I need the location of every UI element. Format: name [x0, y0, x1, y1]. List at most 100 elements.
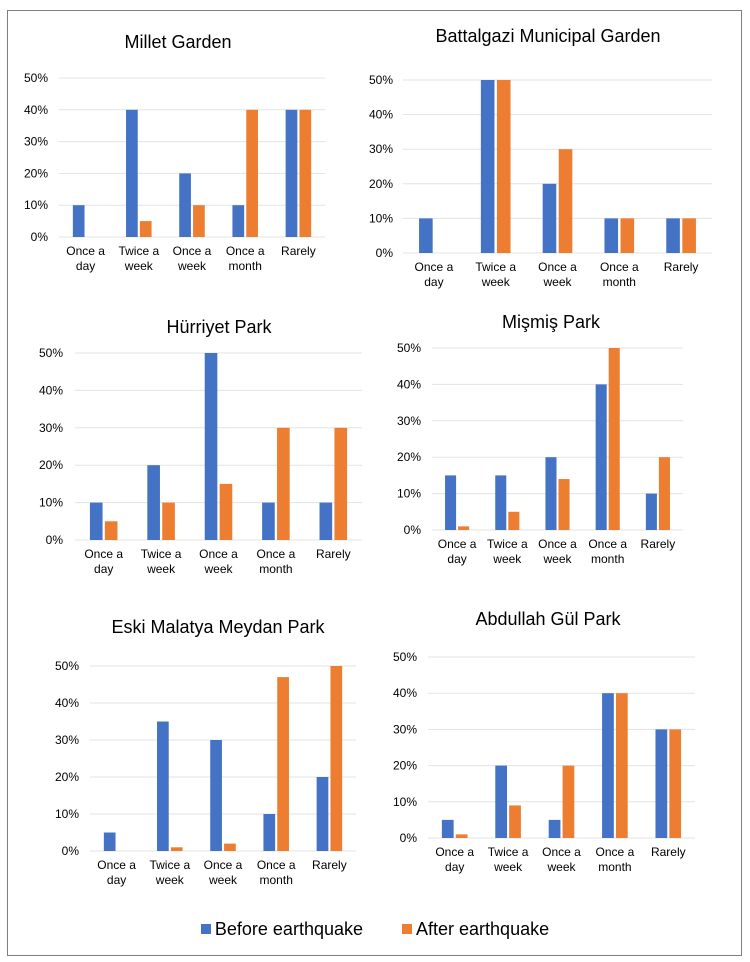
bar-after	[682, 218, 696, 253]
bar-after	[277, 427, 290, 540]
bar-before	[542, 183, 557, 253]
y-tick-label: 40%	[393, 686, 417, 700]
y-tick-label: 40%	[24, 103, 48, 117]
bar-before	[72, 205, 85, 237]
bar-after	[104, 521, 118, 540]
x-tick-label: Twice a week	[149, 858, 190, 887]
bar-after	[620, 218, 635, 253]
bar-after	[330, 666, 343, 851]
x-tick-label: Once a month	[226, 244, 265, 273]
y-tick-label: 40%	[55, 696, 79, 710]
x-tick-label: Twice a week	[141, 547, 182, 576]
x-tick-label: Once a week	[204, 858, 243, 887]
y-tick-label: 40%	[369, 108, 393, 122]
chart-title: Abdullah Gül Park	[475, 609, 621, 629]
y-tick-label: 20%	[24, 166, 48, 180]
bar-after	[558, 149, 573, 253]
bar-before	[545, 457, 557, 530]
x-tick-label: Once a day	[415, 260, 454, 289]
y-tick-label: 0%	[404, 523, 422, 537]
chart-2: Hürriyet Park 0% 10% 20% 30% 40% 50% Once a day T…	[39, 317, 362, 576]
bar-after	[562, 765, 575, 838]
x-tick-label: Once a week	[538, 260, 577, 289]
x-tick-label: Rarely	[316, 547, 351, 561]
chart-1: Battalgazi Municipal Garden 0% 10% 20% 30% 40…	[369, 26, 712, 289]
bar-before	[548, 819, 561, 838]
bar-after	[658, 457, 670, 530]
y-tick-label: 30%	[24, 135, 48, 149]
y-tick-label: 10%	[397, 487, 421, 501]
x-tick-label: Rarely	[281, 244, 316, 258]
bar-after	[162, 502, 175, 540]
bar-before	[319, 502, 333, 540]
y-tick-label: 50%	[393, 650, 417, 664]
y-tick-label: 50%	[24, 71, 48, 85]
y-tick-label: 10%	[393, 795, 417, 809]
y-tick-label: 10%	[39, 496, 63, 510]
y-tick-label: 10%	[24, 198, 48, 212]
y-tick-label: 0%	[400, 831, 418, 845]
chart-3: Mişmiş Park 0% 10% 20% 30% 40% 50% Once a day Twi…	[397, 312, 683, 566]
legend: Before earthquake After earthquake	[0, 918, 750, 940]
bar-after	[615, 693, 628, 838]
bar-after	[246, 109, 258, 237]
bar-before	[666, 218, 680, 253]
bar-before	[179, 173, 191, 237]
bar-before	[645, 493, 657, 530]
y-tick-label: 0%	[31, 230, 49, 244]
bar-before	[595, 384, 607, 530]
y-tick-label: 50%	[55, 659, 79, 673]
bar-before	[285, 109, 298, 237]
x-tick-label: Once a month	[600, 260, 639, 289]
bar-before	[103, 832, 116, 851]
x-tick-label: Once a month	[588, 537, 627, 566]
x-tick-label: Once a month	[257, 547, 296, 576]
chart-5: Abdullah Gül Park 0% 10% 20% 30% 40% 50% Once a…	[393, 609, 695, 874]
chart-0: Millet Garden 0% 10% 20% 30% 40% 50% Once a day T…	[24, 32, 325, 273]
bar-after	[224, 843, 236, 851]
bar-before	[495, 475, 507, 530]
y-tick-label: 0%	[376, 246, 394, 260]
bar-after	[170, 847, 183, 851]
y-tick-label: 20%	[369, 177, 393, 191]
bar-after	[509, 805, 521, 838]
legend-swatch-before	[200, 924, 211, 934]
y-tick-label: 10%	[55, 807, 79, 821]
bar-before	[441, 819, 454, 838]
x-tick-label: Rarely	[641, 537, 676, 551]
y-tick-label: 30%	[397, 414, 421, 428]
bar-before	[604, 218, 619, 253]
y-tick-label: 40%	[39, 383, 63, 397]
y-tick-label: 50%	[397, 341, 421, 355]
y-tick-label: 20%	[55, 770, 79, 784]
bar-before	[602, 693, 614, 838]
x-tick-label: Once a day	[97, 858, 136, 887]
bar-after	[508, 511, 520, 530]
chart-title: Hürriyet Park	[166, 317, 272, 337]
x-tick-label: Twice a week	[118, 244, 159, 273]
bar-after	[299, 109, 312, 237]
y-tick-label: 30%	[369, 142, 393, 156]
y-tick-label: 20%	[39, 458, 63, 472]
chart-title: Millet Garden	[124, 32, 231, 52]
x-tick-label: Twice a week	[487, 537, 528, 566]
y-tick-label: 0%	[46, 533, 64, 547]
x-tick-label: Once a day	[66, 244, 105, 273]
bar-before	[157, 721, 169, 851]
y-tick-label: 10%	[369, 211, 393, 225]
bar-after	[219, 483, 233, 540]
legend-swatch-after	[402, 924, 413, 934]
y-tick-label: 40%	[397, 377, 421, 391]
bar-before	[126, 109, 138, 237]
legend-label-after: After earthquake	[416, 918, 550, 939]
bar-before	[316, 777, 329, 851]
bar-after	[193, 205, 205, 237]
y-tick-label: 50%	[369, 73, 393, 87]
x-tick-label: Twice a week	[488, 845, 529, 874]
bar-before	[204, 353, 218, 540]
legend-label-before: Before earthquake	[214, 918, 363, 939]
x-tick-label: Once a week	[199, 547, 238, 576]
y-tick-label: 0%	[62, 844, 80, 858]
y-tick-label: 50%	[39, 346, 63, 360]
